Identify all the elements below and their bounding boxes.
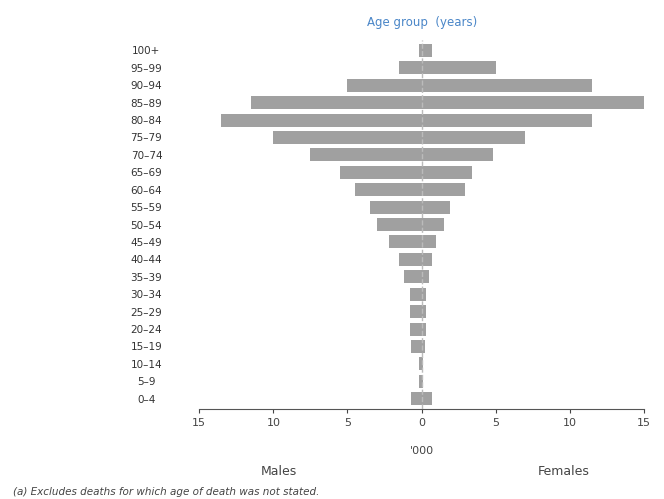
Bar [251, 96, 422, 109]
Bar [340, 166, 422, 179]
Bar [274, 131, 422, 144]
Bar [422, 340, 424, 353]
Bar [422, 113, 592, 127]
Text: Males: Males [261, 465, 297, 478]
Bar [422, 44, 432, 57]
Bar [422, 166, 472, 179]
Bar [419, 375, 422, 388]
Bar [419, 44, 422, 57]
Text: Age group  (years): Age group (years) [367, 16, 477, 29]
Bar [377, 218, 422, 231]
Bar [411, 340, 422, 353]
Bar [422, 79, 592, 92]
Bar [422, 305, 426, 318]
Bar [400, 253, 422, 266]
Bar [311, 148, 422, 161]
Bar [222, 113, 422, 127]
Bar [422, 201, 450, 214]
Bar [347, 79, 422, 92]
Bar [404, 270, 422, 283]
Bar [422, 61, 496, 74]
Bar [422, 218, 444, 231]
Bar [422, 270, 429, 283]
Bar [422, 253, 432, 266]
Text: Females: Females [538, 465, 590, 478]
Bar [422, 357, 423, 370]
Bar [422, 322, 426, 336]
Bar [422, 148, 493, 161]
Bar [410, 322, 422, 336]
Bar [410, 305, 422, 318]
Bar [422, 236, 436, 249]
Bar [411, 392, 422, 405]
Text: '000: '000 [410, 446, 434, 456]
Bar [410, 288, 422, 301]
Bar [355, 183, 422, 196]
Bar [389, 236, 422, 249]
Text: (a) Excludes deaths for which age of death was not stated.: (a) Excludes deaths for which age of dea… [13, 487, 319, 497]
Bar [422, 183, 465, 196]
Bar [419, 357, 422, 370]
Bar [370, 201, 422, 214]
Bar [422, 96, 644, 109]
Bar [422, 131, 525, 144]
Bar [400, 61, 422, 74]
Bar [422, 392, 432, 405]
Bar [422, 288, 426, 301]
Bar [422, 375, 423, 388]
